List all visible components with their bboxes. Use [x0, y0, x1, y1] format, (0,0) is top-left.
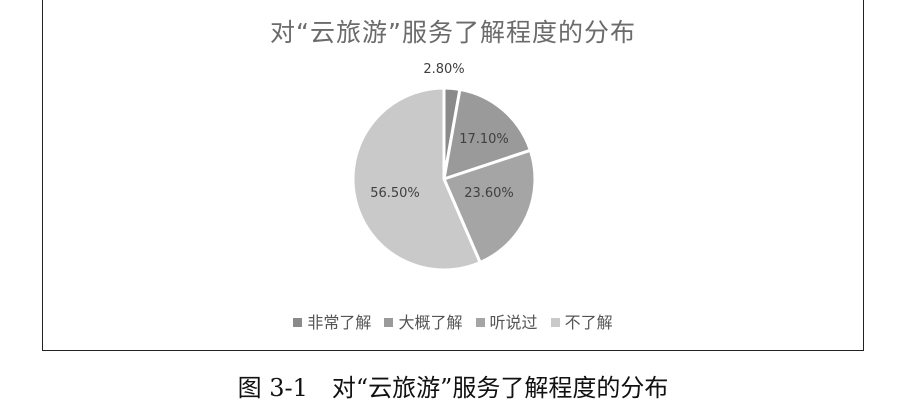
pie-chart: 2.80% 17.10% 23.60% 56.50% [351, 62, 537, 272]
legend-swatch [293, 318, 303, 327]
pie-slice [441, 148, 537, 265]
chart-frame: 对“云旅游”服务了解程度的分布 2.80% 17.10% 23.60% 56.50% … [42, 0, 864, 351]
legend-swatch [550, 318, 560, 327]
data-label: 56.50% [370, 186, 420, 201]
legend-item: 非常了解 [293, 309, 371, 333]
chart-title: 对“云旅游”服务了解程度的分布 [270, 18, 636, 47]
data-label: 23.60% [464, 186, 514, 201]
legend-item: 不了解 [550, 309, 613, 333]
legend-item: 听说过 [475, 309, 538, 333]
legend-label: 不了解 [564, 313, 613, 332]
legend-swatch [384, 318, 394, 327]
legend-label: 听说过 [489, 313, 538, 332]
data-label: 17.10% [459, 132, 509, 147]
pie-slice [351, 86, 483, 272]
legend: 非常了解 大概了解 听说过 不了解 [43, 309, 863, 333]
legend-label: 大概了解 [398, 313, 463, 332]
data-label: 2.80% [423, 62, 464, 77]
legend-item: 大概了解 [384, 309, 462, 333]
legend-label: 非常了解 [307, 313, 372, 332]
figure-caption: 图 3-1 对“云旅游”服务了解程度的分布 [237, 374, 669, 402]
legend-swatch [475, 318, 485, 327]
